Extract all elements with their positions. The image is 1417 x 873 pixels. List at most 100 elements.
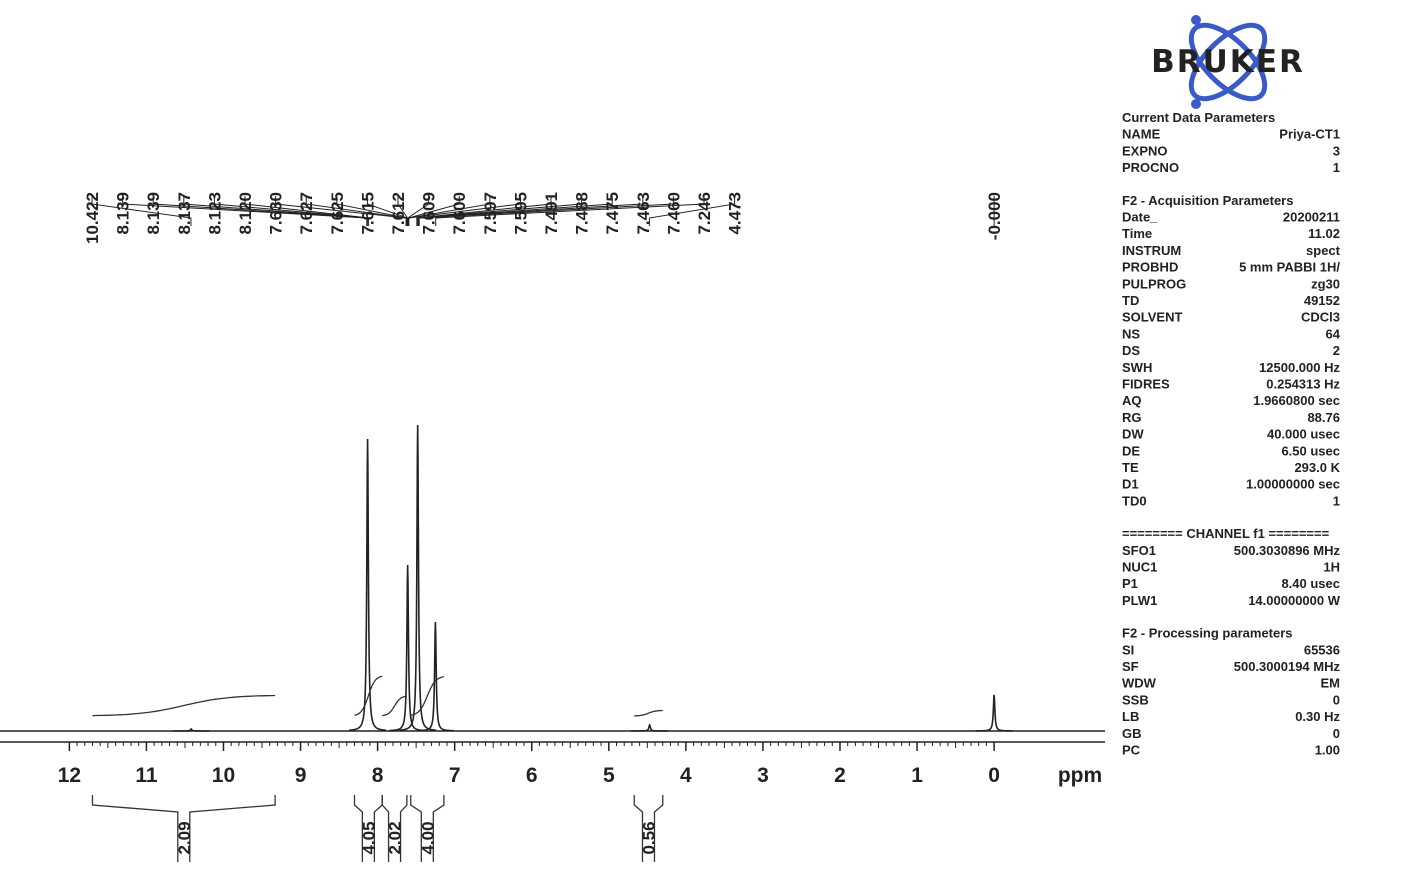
integral-label: 0.56 [639,821,658,854]
parameter-key: SF [1122,659,1139,674]
parameter-value: spect [1306,243,1341,258]
x-tick-label: 7 [449,764,461,787]
integral-curve [382,695,407,717]
x-tick-label: 8 [372,764,384,787]
parameter-key: SOLVENT [1122,310,1182,325]
parameter-key: NUC1 [1122,560,1157,575]
parameter-value: 1 [1333,493,1340,508]
peak-label: 7.612 [389,192,408,235]
parameter-value: 500.3030896 MHz [1234,543,1341,558]
peak-label: 7.491 [542,192,561,235]
logo-dot [1191,15,1201,25]
parameter-value: 1H [1323,560,1340,575]
peak-label: 7.625 [328,192,347,235]
peak-label: 4.473 [726,192,745,235]
x-tick-label: 11 [135,764,158,787]
peak-connector [408,196,521,226]
parameter-value: EM [1321,676,1341,691]
peak-label: 8.120 [236,192,255,235]
integral-label: 4.05 [359,821,378,854]
parameter-key: NAME [1122,127,1161,142]
x-axis-label: ppm [1058,764,1102,787]
parameter-key: WDW [1122,676,1157,691]
parameter-key: TE [1122,460,1139,475]
signal-peak [349,438,387,732]
parameter-value: 40.000 usec [1267,427,1340,442]
parameter-value: 88.76 [1307,410,1340,425]
x-tick-label: 3 [757,764,769,787]
x-tick-label: 5 [603,764,615,787]
parameter-key: TD0 [1122,493,1147,508]
signal-peak [399,424,437,732]
parameter-key: TD [1122,293,1139,308]
signal-peak [975,694,1013,732]
parameter-key: NS [1122,326,1140,341]
x-tick-label: 4 [680,764,692,787]
parameter-key: EXPNO [1122,143,1168,158]
parameter-key: Date_ [1122,210,1158,225]
logo: BRUKER [1151,15,1303,109]
parameter-value: 293.0 K [1294,460,1340,475]
signal-peak [172,728,210,732]
parameter-value: 6.50 usec [1281,443,1340,458]
x-tick-label: 0 [988,764,1000,787]
integral-bracket [410,795,445,862]
parameter-value: Priya-CT1 [1279,127,1340,142]
x-tick-label: 1 [911,764,923,787]
parameter-value: 500.3000194 MHz [1234,659,1341,674]
parameter-value: 1.00 [1315,743,1340,758]
peak-label: 7.460 [664,192,683,235]
peak-connector [407,196,430,226]
parameter-group-title: F2 - Processing parameters [1122,626,1293,641]
parameter-key: P1 [1122,576,1138,591]
parameter-value: 3 [1333,143,1340,158]
peak-connector [435,196,705,226]
parameter-key: DW [1122,427,1144,442]
integral-curve [634,709,663,717]
peak-label: 7.615 [358,192,377,235]
integral-label: 4.00 [418,821,437,854]
parameter-value: 1.00000000 sec [1246,477,1340,492]
parameter-value: 11.02 [1308,226,1340,241]
parameter-key: LB [1122,709,1139,724]
parameter-value: 8.40 usec [1281,576,1340,591]
parameter-value: 20200211 [1283,210,1340,225]
parameter-value: 12500.000 Hz [1259,360,1340,375]
peak-label: 7.609 [420,192,439,235]
peak-connector [336,196,408,226]
parameter-value: 49152 [1304,293,1340,308]
signal-peak [416,621,454,732]
parameter-key: SFO1 [1122,543,1156,558]
parameter-key: D1 [1122,477,1139,492]
parameter-value: 2 [1333,343,1340,358]
parameter-value: 5 mm PABBI 1H/ [1239,260,1340,275]
parameter-key: Time [1122,226,1152,241]
parameter-key: RG [1122,410,1142,425]
peak-connector [416,196,583,226]
peak-label: 7.246 [695,192,714,235]
parameter-key: DS [1122,343,1140,358]
parameter-key: PROBHD [1122,260,1178,275]
peak-connector [91,196,192,226]
peak-connector [417,196,613,226]
parameter-value: 14.00000000 W [1248,593,1341,608]
parameter-key: PLW1 [1122,593,1157,608]
parameter-key: PROCNO [1122,160,1179,175]
parameter-key: SWH [1122,360,1152,375]
integral-label: 2.09 [175,821,194,854]
parameter-value: zg30 [1311,276,1340,291]
parameter-value: 1 [1333,160,1340,175]
parameter-group-title: F2 - Acquisition Parameters [1122,193,1293,208]
parameter-key: FIDRES [1122,377,1170,392]
peak-connector [418,196,674,226]
parameter-value: 0.254313 Hz [1266,377,1340,392]
parameter-key: AQ [1122,393,1142,408]
peak-label: 7.630 [267,192,286,235]
logo-dot [1191,99,1201,109]
peak-label: 8.123 [205,192,224,235]
parameter-group-title: ======== CHANNEL f1 ======== [1122,526,1330,541]
integral-curve [92,694,276,717]
x-tick-label: 12 [58,764,81,787]
peak-connector [648,196,736,226]
